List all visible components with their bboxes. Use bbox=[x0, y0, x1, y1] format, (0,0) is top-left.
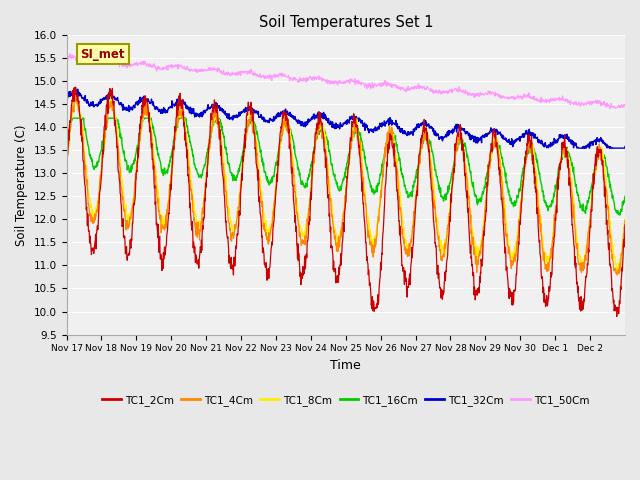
TC1_50Cm bbox=[621, 105, 629, 110]
TC1_2Cm bbox=[312, 130, 319, 135]
TC1_8Cm bbox=[621, 216, 629, 222]
TC1_16Cm bbox=[616, 212, 623, 218]
TC1_32Cm bbox=[300, 122, 308, 128]
TC1_32Cm bbox=[322, 112, 330, 118]
TC1_4Cm bbox=[381, 152, 388, 157]
TC1_4Cm bbox=[300, 240, 308, 246]
TC1_16Cm bbox=[63, 144, 70, 150]
TC1_2Cm bbox=[106, 86, 114, 92]
TC1_50Cm bbox=[63, 54, 70, 60]
TC1_50Cm bbox=[322, 79, 330, 84]
TC1_8Cm bbox=[300, 230, 308, 236]
TC1_4Cm bbox=[621, 217, 629, 223]
Text: SI_met: SI_met bbox=[81, 48, 125, 61]
TC1_2Cm bbox=[300, 268, 308, 274]
TC1_16Cm bbox=[312, 138, 319, 144]
TC1_16Cm bbox=[621, 193, 629, 199]
Line: TC1_2Cm: TC1_2Cm bbox=[67, 87, 625, 316]
Y-axis label: Soil Temperature (C): Soil Temperature (C) bbox=[15, 124, 28, 246]
TC1_8Cm bbox=[312, 138, 319, 144]
TC1_2Cm bbox=[129, 220, 137, 226]
TC1_50Cm bbox=[381, 81, 388, 87]
TC1_16Cm bbox=[381, 151, 388, 156]
TC1_50Cm bbox=[106, 57, 114, 62]
Line: TC1_32Cm: TC1_32Cm bbox=[67, 89, 625, 148]
TC1_4Cm bbox=[70, 92, 78, 98]
TC1_32Cm bbox=[381, 120, 388, 125]
TC1_4Cm bbox=[322, 149, 330, 155]
TC1_50Cm bbox=[66, 51, 74, 57]
TC1_32Cm bbox=[573, 145, 580, 151]
Line: TC1_4Cm: TC1_4Cm bbox=[67, 95, 625, 275]
TC1_8Cm bbox=[106, 97, 114, 103]
X-axis label: Time: Time bbox=[330, 359, 361, 372]
TC1_50Cm bbox=[312, 75, 319, 81]
TC1_32Cm bbox=[129, 106, 137, 111]
TC1_2Cm bbox=[381, 199, 388, 204]
TC1_50Cm bbox=[612, 106, 620, 112]
TC1_2Cm bbox=[322, 165, 330, 170]
Line: TC1_50Cm: TC1_50Cm bbox=[67, 54, 625, 109]
TC1_16Cm bbox=[129, 162, 137, 168]
Line: TC1_8Cm: TC1_8Cm bbox=[67, 96, 625, 271]
TC1_32Cm bbox=[312, 114, 319, 120]
TC1_4Cm bbox=[312, 138, 319, 144]
TC1_8Cm bbox=[129, 198, 137, 204]
TC1_8Cm bbox=[71, 93, 79, 99]
TC1_2Cm bbox=[72, 84, 79, 90]
TC1_16Cm bbox=[322, 130, 330, 136]
Line: TC1_16Cm: TC1_16Cm bbox=[67, 118, 625, 215]
TC1_2Cm bbox=[613, 313, 621, 319]
Legend: TC1_2Cm, TC1_4Cm, TC1_8Cm, TC1_16Cm, TC1_32Cm, TC1_50Cm: TC1_2Cm, TC1_4Cm, TC1_8Cm, TC1_16Cm, TC1… bbox=[98, 391, 594, 410]
TC1_2Cm bbox=[63, 163, 70, 168]
TC1_50Cm bbox=[129, 63, 137, 69]
TC1_16Cm bbox=[68, 115, 76, 121]
TC1_32Cm bbox=[621, 144, 629, 149]
TC1_50Cm bbox=[300, 78, 308, 84]
TC1_8Cm bbox=[381, 155, 388, 160]
TC1_8Cm bbox=[613, 268, 621, 274]
TC1_8Cm bbox=[322, 132, 330, 137]
Title: Soil Temperatures Set 1: Soil Temperatures Set 1 bbox=[259, 15, 433, 30]
TC1_4Cm bbox=[613, 272, 621, 278]
TC1_8Cm bbox=[63, 162, 70, 168]
TC1_2Cm bbox=[621, 222, 629, 228]
TC1_16Cm bbox=[300, 183, 308, 189]
TC1_4Cm bbox=[129, 203, 137, 209]
TC1_32Cm bbox=[63, 93, 70, 98]
TC1_4Cm bbox=[63, 162, 70, 168]
TC1_16Cm bbox=[106, 115, 114, 121]
TC1_4Cm bbox=[106, 101, 114, 107]
TC1_32Cm bbox=[106, 92, 114, 98]
TC1_32Cm bbox=[74, 86, 81, 92]
